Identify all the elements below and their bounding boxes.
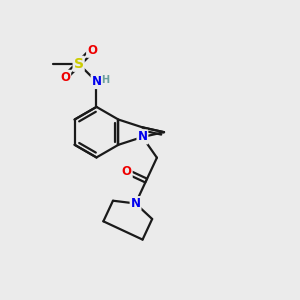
- Text: N: N: [130, 197, 140, 210]
- Text: H: H: [101, 75, 109, 85]
- Text: S: S: [74, 57, 84, 71]
- Text: O: O: [60, 71, 70, 84]
- Text: O: O: [87, 44, 97, 57]
- Text: N: N: [137, 130, 147, 143]
- Text: N: N: [92, 75, 101, 88]
- Text: O: O: [122, 165, 132, 178]
